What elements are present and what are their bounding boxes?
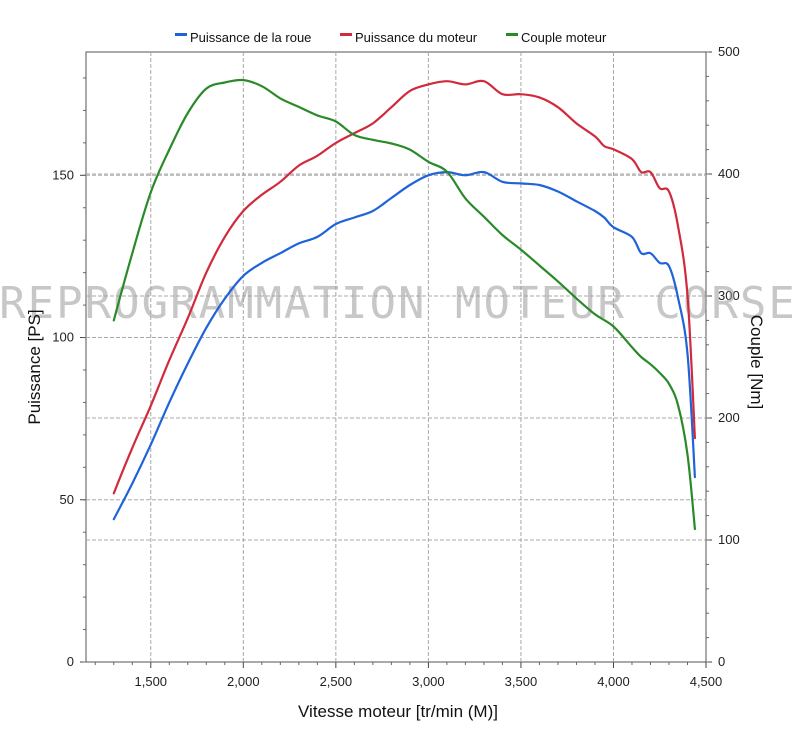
legend-swatch-engine-power — [340, 33, 352, 36]
watermark-text: REPROGRAMMATION MOTEUR CORSE — [0, 278, 793, 329]
y-right-tick-label: 0 — [718, 654, 725, 669]
legend: Puissance de la roue Puissance du moteur… — [175, 30, 607, 45]
legend-label-wheel-power: Puissance de la roue — [190, 30, 311, 45]
series-line-wheel-power — [112, 170, 696, 521]
y-left-tick-label: 50 — [60, 492, 74, 507]
series-layer — [112, 78, 696, 531]
y-axis-right-title: Couple [Nm] — [747, 315, 766, 409]
x-tick-label: 4,500 — [690, 674, 723, 689]
axis-ticks: 1,500 2,000 2,500 3,000 3,500 4,000 4,500 0 50 10… — [52, 44, 739, 689]
x-tick-label: 1,500 — [135, 674, 168, 689]
legend-label-engine-power: Puissance du moteur — [355, 30, 478, 45]
series-line-engine-power — [112, 79, 696, 495]
legend-swatch-wheel-power — [175, 33, 187, 36]
x-tick-label: 3,000 — [412, 674, 445, 689]
x-tick-label: 2,500 — [320, 674, 353, 689]
x-axis-title: Vitesse moteur [tr/min (M)] — [298, 702, 498, 721]
y-left-tick-label: 0 — [67, 654, 74, 669]
y-right-tick-label: 100 — [718, 532, 740, 547]
legend-swatch-torque — [506, 33, 518, 36]
y-left-tick-label: 100 — [52, 330, 74, 345]
y-right-tick-label: 500 — [718, 44, 740, 59]
legend-label-torque: Couple moteur — [521, 30, 607, 45]
y-right-tick-label: 200 — [718, 410, 740, 425]
plot-area — [85, 51, 707, 663]
x-tick-label: 4,000 — [597, 674, 630, 689]
y-left-tick-label: 150 — [52, 167, 74, 182]
y-axis-left-title: Puissance [PS] — [25, 309, 44, 424]
y-right-tick-label: 300 — [718, 288, 740, 303]
series-line-torque — [112, 78, 696, 531]
x-tick-label: 2,000 — [227, 674, 260, 689]
y-right-tick-label: 400 — [718, 166, 740, 181]
x-tick-label: 3,500 — [505, 674, 538, 689]
grid-lines — [86, 52, 706, 662]
